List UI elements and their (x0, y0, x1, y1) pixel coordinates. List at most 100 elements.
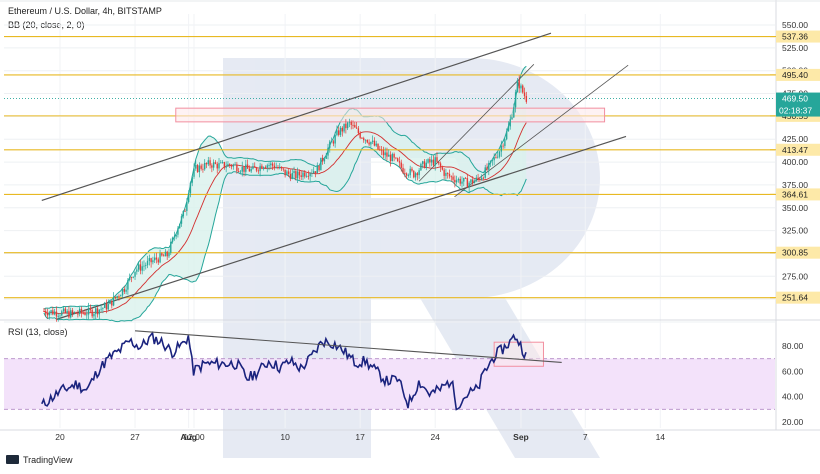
candle-body (364, 139, 367, 141)
candle-body (300, 175, 302, 177)
candle-body (152, 260, 154, 263)
rsi-tick-label: 20.00 (782, 417, 804, 427)
candle-body (323, 158, 326, 162)
candle-body (513, 107, 515, 118)
candle-body (414, 173, 417, 178)
tradingview-brand[interactable]: TradingView TradingView (6, 455, 73, 465)
candle-body (395, 157, 397, 159)
candle-body (371, 140, 374, 142)
candle-body (266, 165, 268, 168)
time-tick-label: 14 (656, 432, 666, 442)
current-price-tag (776, 92, 820, 117)
candle-body (64, 308, 67, 313)
candle-body (482, 177, 485, 179)
candle-body (345, 123, 347, 129)
candle-body (514, 92, 517, 108)
candle-body (489, 160, 492, 164)
candle-body (334, 135, 336, 144)
candle-body (430, 159, 433, 163)
candle-body (314, 171, 317, 174)
level-price-tag (776, 143, 820, 156)
candle-body (220, 162, 222, 164)
rsi-tick-label: 60.00 (782, 366, 804, 376)
candle-body (477, 177, 479, 180)
candle-body (373, 140, 376, 146)
candle-body (202, 168, 204, 170)
candle-body (159, 253, 161, 263)
resistance-zone (175, 107, 606, 123)
candle-body (155, 257, 158, 260)
candle-body (511, 117, 513, 120)
candle-body (189, 182, 192, 194)
candle-body (234, 164, 236, 166)
candle-body (518, 80, 520, 89)
candle-body (327, 147, 329, 156)
candle-body (355, 127, 358, 129)
candle-body (134, 271, 136, 277)
candle-body (146, 260, 149, 266)
candle-body (286, 171, 288, 176)
candle-body (275, 167, 277, 169)
candle-body (150, 258, 152, 263)
candle-body (443, 169, 445, 176)
candle-body (103, 303, 106, 308)
candle-body (179, 223, 181, 229)
candle-body (270, 163, 272, 166)
candle-body (472, 179, 474, 184)
candle-body (354, 125, 356, 128)
level-price-tag (776, 30, 820, 43)
current-price-label: 469.50 (782, 94, 808, 104)
candle-body (493, 157, 495, 161)
time-tick-label: 27 (130, 432, 140, 442)
candle-body (488, 163, 490, 170)
tradingview-logo-icon: TradingView (6, 455, 19, 464)
candle-body (298, 171, 301, 176)
candle-body (255, 167, 258, 171)
candle-body (377, 143, 379, 150)
candle-body (61, 311, 63, 316)
candle-body (407, 175, 410, 176)
time-tick-label: 20 (55, 432, 65, 442)
level-price-label: 364.61 (782, 189, 808, 199)
candle-body (370, 141, 372, 145)
candle-body (184, 210, 186, 212)
candle-body (348, 121, 351, 123)
candle-body (70, 310, 72, 318)
candle-body (480, 177, 483, 180)
candle-body (53, 311, 56, 315)
candle-body (73, 312, 75, 313)
level-price-tag (776, 68, 820, 81)
candle-body (398, 161, 401, 163)
bar-countdown-label: 02:18:37 (779, 106, 812, 116)
candle-body (357, 128, 360, 134)
candle-body (77, 313, 79, 315)
candle-body (141, 266, 143, 271)
candle-body (121, 288, 124, 296)
candle-body (153, 257, 156, 261)
candle-body (48, 312, 50, 316)
candle-body (473, 180, 476, 184)
candle-body (128, 277, 131, 280)
candle-body (212, 162, 215, 168)
candle-body (450, 176, 452, 178)
candle-body (363, 138, 365, 141)
candle-body (389, 154, 392, 162)
candle-body (505, 131, 508, 140)
candle-body (307, 175, 310, 177)
candle-body (245, 164, 247, 172)
candle-body (447, 172, 449, 174)
candle-body (273, 165, 276, 168)
candle-body (332, 141, 335, 144)
candle-body (404, 173, 406, 174)
rsi-trend-line (134, 330, 562, 364)
time-tick-label: 7 (583, 432, 588, 442)
candle-body (409, 168, 411, 176)
candle-body (277, 167, 279, 169)
candle-body (145, 265, 147, 266)
candle-body (452, 176, 454, 180)
candle-body (523, 92, 526, 97)
candle-body (207, 160, 209, 165)
rsi-indicator-label[interactable]: RSI (13, close) (8, 327, 68, 337)
candle-body (236, 164, 238, 172)
